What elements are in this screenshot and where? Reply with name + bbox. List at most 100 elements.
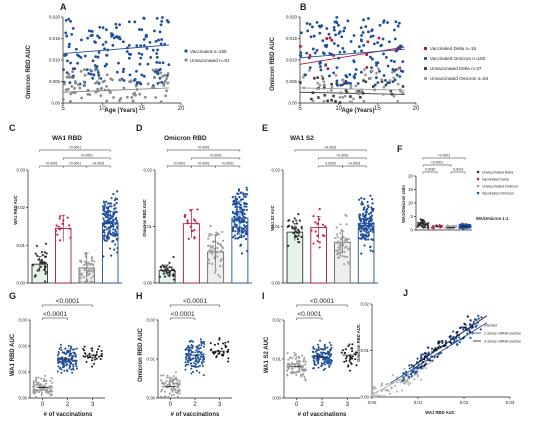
panel-c-dot [92,275,94,277]
panel-b-point [343,27,346,30]
panel-b-ytick-label: 0.00 [288,101,297,106]
panel-i-x-axis-label: # of vaccinations [298,412,347,418]
panel-a-point [165,77,168,80]
panel-h-dot [197,362,199,364]
panel-j-point [411,375,413,377]
panel-h-dot [161,389,163,391]
panel-d-dot [232,203,234,205]
panel-g-dot [33,393,35,395]
panel-a-point [65,35,68,38]
panel-h-x-axis-label: # of vaccinations [171,412,220,418]
panel-h-xtick-label: 0 [169,402,173,408]
panel-c-dot [34,275,36,277]
panel-d-dot [245,238,247,240]
panel-b: B Omicron RBD AUC 0.000.0050.0100.0150.0… [270,2,489,114]
panel-b-point [338,32,341,35]
panel-a-point [149,41,152,44]
panel-c-dot [106,240,108,242]
panel-i-dot [317,353,319,355]
panel-g-dot [98,345,100,347]
panel-j-point [394,385,396,387]
panel-b-point [328,33,331,36]
panel-b-point [367,30,370,33]
panel-e-dot [370,215,372,217]
panel-h-dot [171,394,173,396]
panel-a-point [74,80,77,83]
panel-h-label: H [136,291,143,301]
panel-f-dot [459,226,461,228]
panel-h-dot [164,391,166,393]
panel-a-point [111,44,114,47]
panel-d-dot [241,252,243,254]
panel-g-dot [47,392,49,394]
panel-d-dot [214,271,216,273]
panel-d-dot [173,269,175,271]
panel-a-point [147,82,150,85]
panel-b-point [339,51,342,54]
panel-i-dot [301,369,303,371]
panel-g-dot [86,361,88,363]
panel-b-y-axis-label: Omicron RBD AUC [270,36,276,90]
panel-b-point [299,51,302,54]
panel-i-dot [322,359,324,361]
panel-b-point [362,31,365,34]
panel-h-dot [175,371,177,373]
panel-e-dot [339,241,341,243]
panel-d-dot [236,206,238,208]
panel-e-dot [361,225,363,227]
panel-h-xtick-label: 2 [193,402,197,408]
panel-f-dot [465,227,467,229]
panel-j-point [427,346,429,348]
panel-i-sig-label: <0.0001 [297,311,321,318]
panel-i-dot [330,347,332,349]
panel-d-dot [243,205,245,207]
panel-a-point [126,96,129,99]
panel-d-dot [243,202,245,204]
panel-d-dot [240,192,242,194]
panel-a-point [159,71,162,74]
panel-d-dot [240,244,242,246]
panel-j-point [417,375,419,377]
panel-h-dot [200,347,202,349]
panel-b-point [309,23,312,26]
panel-c-dot [114,243,116,245]
panel-b-point [308,69,311,72]
panel-c: C WA1 RBD WA1 RBD AUC 0.000.010.020.03<0… [9,123,122,286]
panel-g-xtick-label: 0 [41,402,45,408]
panel-i-dot [323,369,325,371]
panel-h-y-axis-label: Omicron RBD AUC [138,327,144,381]
panel-b-point [395,20,398,23]
panel-h-dot [188,358,190,360]
panel-g-dot [76,368,78,370]
panel-g-dot [70,346,72,348]
panel-j-point [462,337,464,339]
panel-c-dot [59,217,61,219]
panel-b-point [322,80,325,83]
panel-h-dot [210,342,212,344]
panel-i-dot [305,379,307,381]
panel-c-dot [103,231,105,233]
panel-h-dot [189,346,191,348]
panel-a-point [154,96,157,99]
panel-b-point [378,37,381,40]
panel-e-dot [360,230,362,232]
panel-a-point [83,84,86,87]
panel-a-point [88,93,91,96]
panel-d-plot: 0.000.010.02<0.0001<0.0001<0.0001 <0.0001… [143,146,252,286]
panel-d-dot [208,262,210,264]
panel-g-dot [57,365,59,367]
panel-g-dot [70,369,72,371]
panel-g-dot [75,355,77,357]
panel-c-dot [116,202,118,204]
panel-f-dot [420,218,422,220]
panel-a-point [97,74,100,77]
panel-b-point [401,60,404,63]
panel-g-dot [101,350,103,352]
panel-g-dot [37,389,39,391]
panel-f-legend: Unvaccinated Delta Vaccinated Delta Unva… [477,171,519,196]
panel-d-dot [244,213,246,215]
panel-j-point [470,324,472,326]
panel-h-dot [222,342,224,344]
panel-a-point [132,93,135,96]
panel-i-dot [319,340,321,342]
